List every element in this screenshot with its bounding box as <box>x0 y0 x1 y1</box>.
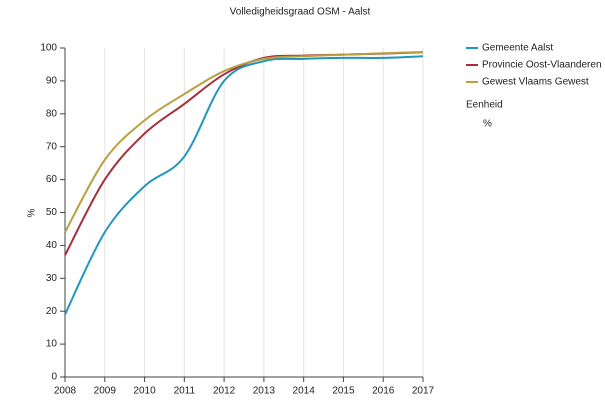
y-tick-label: 60 <box>46 174 58 185</box>
legend-label: Gewest Vlaams Gewest <box>482 77 589 88</box>
y-tick-label: 40 <box>46 240 58 251</box>
y-tick-label: 30 <box>46 273 58 284</box>
series-line <box>64 50 424 233</box>
x-tick-label: 2010 <box>133 386 156 397</box>
y-tick-label: 0 <box>51 372 57 383</box>
x-tick-label: 2015 <box>332 386 355 397</box>
y-axis-label: % <box>27 208 38 217</box>
y-tick-label: 20 <box>46 306 58 317</box>
y-tick-label: 10 <box>46 339 58 350</box>
x-tick-label: 2009 <box>94 386 117 397</box>
legend-unit: % <box>483 119 492 130</box>
x-tick-label: 2008 <box>54 386 77 397</box>
y-tick-label: 70 <box>46 141 58 152</box>
series-line <box>64 55 424 315</box>
y-tick-label: 90 <box>46 76 58 87</box>
legend-label: Provincie Oost-Vlaanderen <box>482 60 602 71</box>
y-tick-label: 100 <box>40 43 57 54</box>
x-tick-label: 2011 <box>174 386 196 397</box>
chart-title: Volledigheidsgraad OSM - Aalst <box>230 7 371 18</box>
x-tick-label: 2016 <box>372 386 395 397</box>
legend-title: Eenheid <box>466 100 503 111</box>
y-tick-label: 50 <box>46 207 58 218</box>
x-tick-label: 2014 <box>293 386 316 397</box>
legend-label: Gemeente Aalst <box>482 43 553 54</box>
series-line <box>64 51 424 256</box>
x-tick-label: 2017 <box>412 386 435 397</box>
y-tick-label: 80 <box>46 108 58 119</box>
x-tick-label: 2012 <box>213 386 236 397</box>
x-tick-label: 2013 <box>253 386 276 397</box>
